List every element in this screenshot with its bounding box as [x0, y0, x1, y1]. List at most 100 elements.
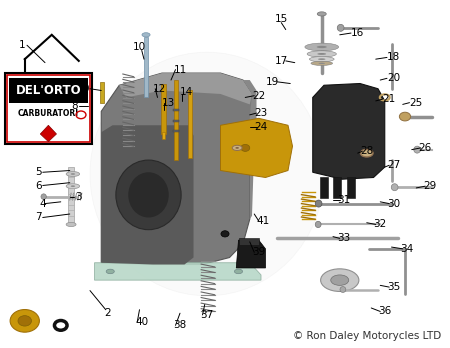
Text: 22: 22 [252, 91, 266, 101]
Polygon shape [101, 125, 194, 264]
Text: 3: 3 [76, 192, 82, 201]
Ellipse shape [142, 33, 150, 37]
Text: 29: 29 [423, 181, 436, 191]
Ellipse shape [315, 200, 322, 207]
Polygon shape [313, 84, 385, 179]
Text: 38: 38 [173, 321, 187, 330]
Polygon shape [243, 80, 256, 219]
Polygon shape [236, 240, 266, 268]
Text: © Ron Daley Motorycles LTD: © Ron Daley Motorycles LTD [293, 331, 441, 341]
Bar [162, 132, 165, 139]
Text: 31: 31 [338, 195, 351, 205]
Bar [174, 80, 178, 160]
Bar [144, 37, 148, 97]
Bar [173, 130, 179, 132]
Text: 20: 20 [387, 73, 400, 83]
Ellipse shape [18, 316, 32, 326]
Text: 41: 41 [256, 216, 270, 226]
Text: 7: 7 [35, 213, 41, 222]
Bar [173, 120, 179, 122]
Ellipse shape [106, 269, 114, 274]
Ellipse shape [41, 194, 46, 199]
Ellipse shape [310, 56, 334, 62]
Polygon shape [94, 263, 261, 280]
Ellipse shape [10, 310, 40, 332]
Bar [173, 109, 179, 111]
Text: 19: 19 [266, 77, 279, 87]
Text: 10: 10 [133, 42, 146, 52]
Ellipse shape [331, 275, 349, 285]
Ellipse shape [400, 112, 410, 121]
Ellipse shape [317, 53, 326, 55]
Ellipse shape [305, 43, 338, 51]
Bar [161, 84, 166, 134]
Ellipse shape [235, 147, 239, 149]
Bar [238, 238, 259, 245]
Bar [4, 73, 92, 144]
Text: 8: 8 [71, 101, 77, 111]
Ellipse shape [234, 269, 243, 274]
Bar [188, 90, 192, 158]
Ellipse shape [319, 63, 325, 64]
Text: 13: 13 [162, 98, 176, 108]
Ellipse shape [66, 172, 80, 176]
Text: 27: 27 [387, 160, 400, 170]
Bar [68, 167, 74, 224]
Text: 25: 25 [410, 98, 423, 108]
Text: 34: 34 [400, 244, 414, 254]
Ellipse shape [66, 222, 76, 227]
Bar [85, 105, 89, 119]
Ellipse shape [360, 149, 373, 157]
Text: 21: 21 [382, 94, 396, 104]
Text: 32: 32 [374, 220, 387, 229]
Text: DEL'ORTO: DEL'ORTO [16, 84, 81, 97]
Ellipse shape [340, 287, 346, 292]
Ellipse shape [71, 185, 75, 187]
Bar [346, 177, 355, 198]
Ellipse shape [90, 52, 324, 296]
Bar [9, 78, 88, 103]
Text: 12: 12 [153, 84, 166, 94]
Bar [7, 75, 90, 142]
Ellipse shape [83, 103, 91, 107]
Text: 28: 28 [360, 147, 373, 156]
Text: 37: 37 [200, 310, 214, 320]
Polygon shape [220, 118, 292, 177]
Ellipse shape [307, 51, 337, 57]
Ellipse shape [66, 184, 80, 189]
Polygon shape [101, 73, 254, 264]
Text: 17: 17 [274, 56, 288, 66]
Text: 1: 1 [19, 40, 26, 50]
Ellipse shape [221, 231, 229, 237]
Text: 6: 6 [35, 181, 41, 191]
Ellipse shape [311, 61, 333, 65]
Text: 35: 35 [387, 282, 400, 292]
Ellipse shape [58, 323, 63, 327]
Text: 39: 39 [252, 247, 266, 257]
Bar [333, 177, 341, 198]
Text: 40: 40 [135, 317, 148, 327]
Text: CARBURATORI: CARBURATORI [18, 109, 79, 118]
Text: 11: 11 [173, 65, 187, 74]
Ellipse shape [338, 24, 344, 31]
Text: 30: 30 [387, 199, 400, 208]
Text: 24: 24 [254, 122, 268, 132]
Polygon shape [119, 73, 252, 104]
Ellipse shape [391, 184, 398, 191]
Text: 26: 26 [418, 143, 432, 153]
Ellipse shape [317, 46, 327, 48]
Ellipse shape [241, 144, 250, 151]
Text: 14: 14 [180, 87, 194, 97]
Text: 9: 9 [82, 84, 89, 94]
Ellipse shape [116, 160, 181, 230]
Ellipse shape [320, 269, 359, 292]
Bar [320, 177, 328, 198]
Polygon shape [40, 125, 57, 142]
Text: 2: 2 [105, 308, 111, 318]
Text: 18: 18 [387, 53, 400, 62]
Ellipse shape [232, 145, 242, 151]
Ellipse shape [318, 58, 325, 60]
Ellipse shape [315, 221, 321, 228]
Text: 5: 5 [35, 167, 41, 177]
Text: 36: 36 [378, 307, 392, 316]
